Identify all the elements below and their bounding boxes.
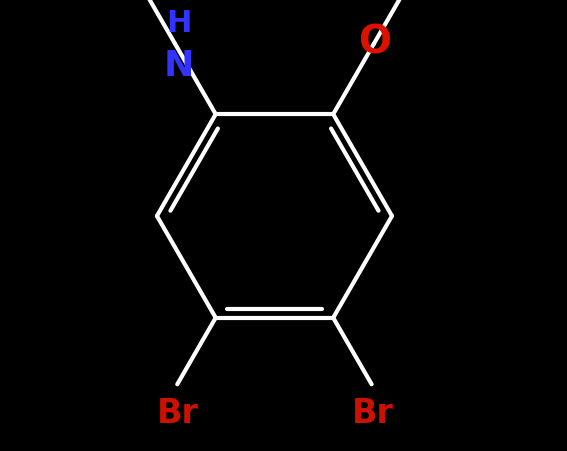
Text: Br: Br [157, 396, 199, 428]
Text: H: H [166, 9, 191, 38]
Text: O: O [358, 23, 391, 61]
Text: N: N [163, 49, 194, 83]
Text: Br: Br [352, 396, 393, 428]
